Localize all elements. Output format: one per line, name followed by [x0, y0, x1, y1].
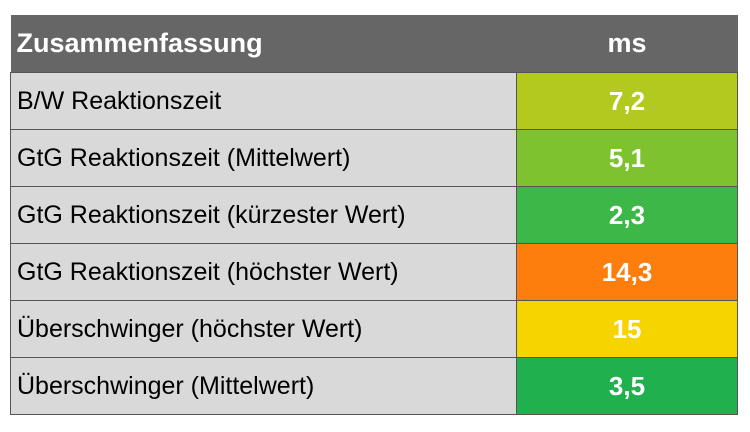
value-cell: 3,5 — [516, 357, 738, 415]
table-row: GtG Reaktionszeit (kürzester Wert) 2,3 — [10, 186, 738, 244]
table-row: Überschwinger (Mittelwert) 3,5 — [10, 357, 738, 415]
label-cell: Überschwinger (höchster Wert) — [10, 300, 517, 358]
table-row: Überschwinger (höchster Wert) 15 — [10, 300, 738, 358]
value-cell: 14,3 — [516, 243, 738, 301]
value-cell: 7,2 — [516, 72, 738, 130]
header-cell: ms — [516, 15, 738, 73]
table-row: GtG Reaktionszeit (höchster Wert) 14,3 — [10, 243, 738, 301]
label-cell: GtG Reaktionszeit (kürzester Wert) — [10, 186, 517, 244]
table-row: B/W Reaktionszeit 7,2 — [10, 72, 738, 130]
value-cell: 15 — [516, 300, 738, 358]
label-cell: GtG Reaktionszeit (höchster Wert) — [10, 243, 517, 301]
header-cell: Zusammenfassung — [10, 15, 517, 73]
value-cell: 5,1 — [516, 129, 738, 187]
table-body: B/W Reaktionszeit 7,2 GtG Reaktionszeit (M… — [10, 72, 738, 415]
label-cell: GtG Reaktionszeit (Mittelwert) — [10, 129, 517, 187]
value-cell: 2,3 — [516, 186, 738, 244]
label-cell: Überschwinger (Mittelwert) — [10, 357, 517, 415]
summary-table: Zusammenfassung ms B/W Reaktionszeit 7,2 G… — [10, 15, 738, 415]
header-row: Zusammenfassung ms — [10, 15, 738, 73]
table-row: GtG Reaktionszeit (Mittelwert) 5,1 — [10, 129, 738, 187]
label-cell: B/W Reaktionszeit — [10, 72, 517, 130]
